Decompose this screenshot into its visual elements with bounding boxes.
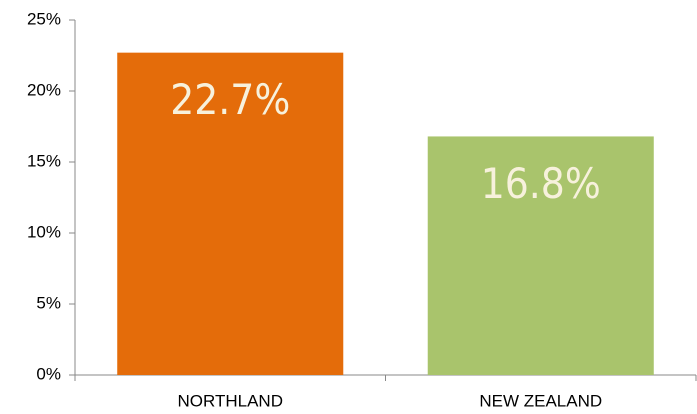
x-tick-label: NEW ZEALAND <box>479 391 602 410</box>
value-label: 16.8% <box>481 159 601 208</box>
y-tick-label: 0% <box>36 364 61 383</box>
bar <box>427 136 654 375</box>
y-tick-label: 25% <box>27 9 61 28</box>
y-tick-label: 10% <box>27 222 61 241</box>
y-tick-label: 5% <box>36 293 61 312</box>
value-label: 22.7% <box>170 75 290 124</box>
y-tick-label: 20% <box>27 80 61 99</box>
y-tick-label: 15% <box>27 151 61 170</box>
x-tick-label: NORTHLAND <box>178 391 283 410</box>
bar <box>117 52 344 375</box>
